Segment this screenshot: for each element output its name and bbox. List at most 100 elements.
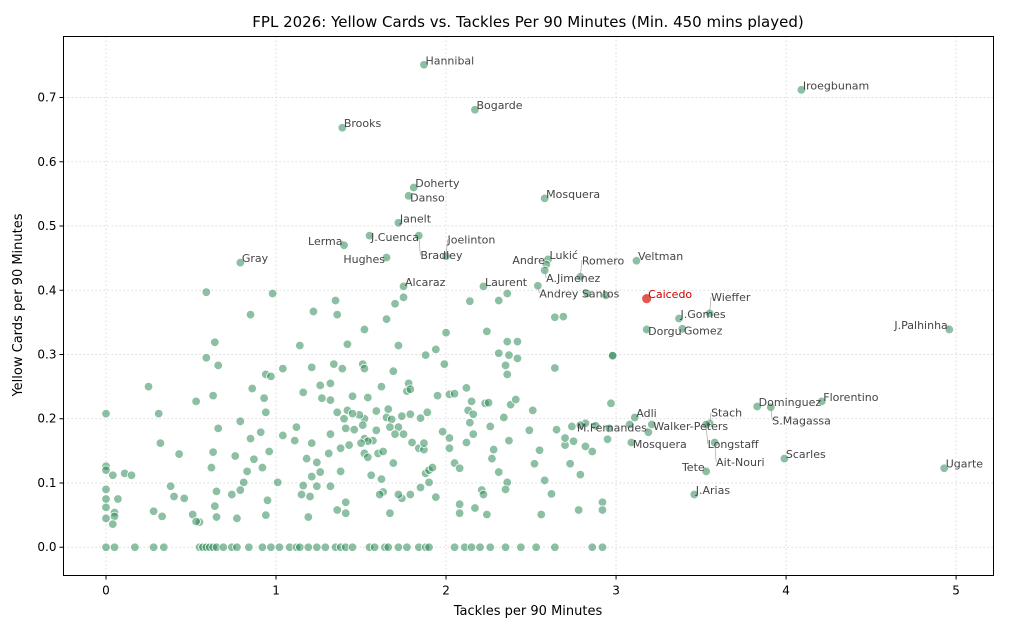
data-point bbox=[529, 459, 540, 469]
data-point bbox=[206, 462, 217, 473]
y-axis-label: Yellow Cards per 90 Minutes bbox=[11, 213, 26, 397]
point-label: J.Gomes bbox=[679, 308, 725, 321]
y-axis: 0.0 0.1 0.2 0.3 0.4 0.5 0.6 0.7 bbox=[37, 91, 64, 554]
data-point bbox=[342, 339, 353, 349]
labeled-data-point bbox=[631, 256, 642, 266]
label-leader-line bbox=[631, 442, 634, 445]
point-label: Scarles bbox=[786, 448, 826, 461]
data-point bbox=[381, 314, 392, 324]
data-point bbox=[363, 452, 373, 462]
data-point bbox=[504, 435, 514, 446]
data-point bbox=[388, 366, 399, 376]
labeled-data-point bbox=[779, 453, 790, 464]
labeled-data-point bbox=[674, 313, 684, 324]
data-point bbox=[546, 489, 557, 499]
data-point bbox=[383, 404, 393, 414]
point-label: Alcaraz bbox=[405, 276, 446, 289]
data-point bbox=[230, 451, 240, 461]
point-label: Janelt bbox=[399, 212, 432, 225]
point-label: Walker-Peters bbox=[653, 420, 728, 433]
point-label: M.Fernandes bbox=[577, 422, 647, 435]
data-point bbox=[298, 387, 308, 398]
data-point bbox=[580, 441, 591, 452]
data-point bbox=[301, 453, 312, 464]
data-point bbox=[341, 497, 351, 507]
data-point bbox=[126, 470, 137, 480]
data-point bbox=[191, 516, 201, 527]
data-point bbox=[208, 447, 218, 457]
point-label: Veltman bbox=[638, 250, 683, 263]
data-point bbox=[534, 445, 545, 455]
point-label: Bradley bbox=[420, 249, 463, 262]
label-leader-line bbox=[682, 328, 685, 331]
point-label: S.Magassa bbox=[772, 415, 831, 428]
data-point bbox=[465, 296, 475, 306]
data-point bbox=[155, 438, 166, 448]
data-point bbox=[512, 353, 523, 364]
point-label: Hughes bbox=[343, 253, 385, 266]
data-point bbox=[376, 474, 387, 484]
data-point bbox=[466, 396, 477, 407]
data-point bbox=[101, 542, 111, 552]
data-point bbox=[290, 435, 300, 446]
data-point bbox=[393, 340, 404, 351]
label-leader-line bbox=[646, 329, 649, 332]
data-point bbox=[590, 421, 601, 431]
data-point bbox=[539, 475, 550, 486]
data-point bbox=[274, 542, 285, 552]
data-point bbox=[256, 427, 266, 437]
data-point bbox=[502, 288, 512, 299]
point-label: Mosquera bbox=[633, 438, 687, 451]
data-point bbox=[332, 309, 342, 320]
data-point bbox=[551, 424, 562, 435]
data-point bbox=[339, 414, 349, 424]
label-leader-line bbox=[714, 442, 717, 463]
data-point bbox=[478, 489, 489, 500]
data-point bbox=[371, 406, 382, 416]
data-point bbox=[461, 383, 472, 393]
points-layer bbox=[101, 60, 954, 552]
data-point bbox=[573, 505, 584, 515]
data-point bbox=[356, 438, 366, 448]
data-point bbox=[494, 467, 504, 477]
point-label: Ugarte bbox=[946, 458, 984, 471]
data-point bbox=[235, 416, 246, 427]
labeled-data-point bbox=[398, 281, 409, 292]
data-point bbox=[415, 413, 426, 423]
data-point bbox=[148, 542, 159, 552]
data-point bbox=[397, 411, 407, 421]
data-point bbox=[567, 421, 577, 432]
data-point bbox=[511, 394, 521, 405]
data-point bbox=[349, 424, 359, 435]
data-point bbox=[427, 462, 438, 473]
point-label: Dominguez bbox=[759, 396, 822, 409]
data-point bbox=[332, 407, 342, 418]
data-point bbox=[432, 390, 443, 401]
data-point bbox=[154, 408, 164, 419]
data-point bbox=[454, 499, 465, 509]
point-label: Lerma bbox=[308, 235, 343, 248]
data-point bbox=[101, 465, 111, 475]
data-point bbox=[308, 306, 319, 317]
labeled-data-point bbox=[470, 105, 480, 115]
data-point bbox=[325, 395, 336, 405]
data-point bbox=[512, 336, 523, 347]
data-point bbox=[298, 480, 308, 491]
x-axis: 0 1 2 3 4 5 bbox=[102, 575, 960, 598]
data-point bbox=[494, 295, 504, 306]
labeled-data-point bbox=[337, 123, 348, 133]
x-tick-label: 1 bbox=[272, 584, 280, 598]
data-point bbox=[307, 471, 317, 482]
labeled-data-point bbox=[817, 396, 827, 407]
data-point bbox=[330, 295, 341, 306]
data-point bbox=[550, 542, 560, 552]
data-point bbox=[390, 299, 400, 309]
data-point bbox=[278, 363, 288, 374]
data-point bbox=[449, 388, 460, 399]
data-point bbox=[483, 397, 494, 408]
data-point bbox=[482, 509, 492, 520]
label-leader-line bbox=[537, 285, 540, 294]
data-point bbox=[393, 542, 404, 552]
data-point bbox=[502, 369, 512, 380]
data-point bbox=[369, 542, 380, 552]
